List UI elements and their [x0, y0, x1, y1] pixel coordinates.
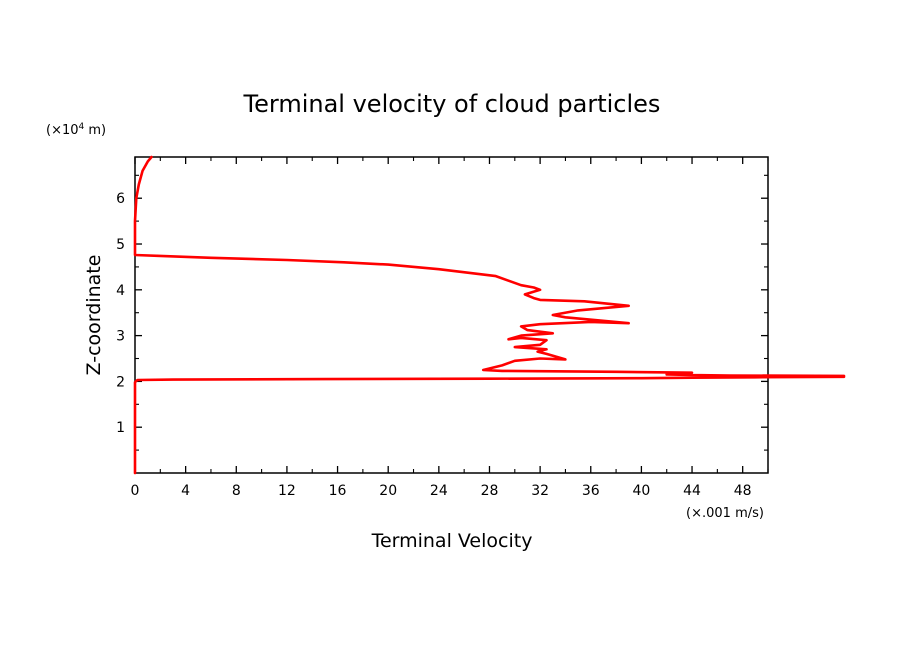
x-axis-unit: (×.001 m/s) — [686, 506, 764, 521]
series-line — [133, 155, 846, 475]
x-tick-label: 16 — [329, 483, 347, 499]
x-tick-label: 36 — [582, 483, 600, 499]
y-tick-label: 2 — [116, 374, 125, 390]
x-tick-label: 8 — [232, 483, 241, 499]
x-tick-label: 12 — [278, 483, 296, 499]
x-tick-label: 28 — [481, 483, 499, 499]
x-tick-label: 44 — [683, 483, 701, 499]
y-tick-label: 1 — [116, 420, 125, 436]
x-tick-label: 20 — [379, 483, 397, 499]
axis-ticks — [134, 157, 769, 473]
y-axis-label: Z-coordinate — [83, 255, 105, 376]
x-tick-label: 32 — [531, 483, 549, 499]
chart-title: Terminal velocity of cloud particles — [243, 90, 661, 118]
y-tick-label: 5 — [116, 237, 125, 253]
y-unit-suffix: m) — [84, 123, 106, 138]
plot-frame — [134, 156, 769, 474]
x-tick-label: 24 — [430, 483, 448, 499]
y-unit-prefix: (×10 — [46, 123, 79, 138]
x-tick-label: 40 — [632, 483, 650, 499]
y-tick-label: 3 — [116, 329, 125, 345]
y-tick-label: 6 — [116, 191, 125, 207]
y-tick-label: 4 — [116, 283, 125, 299]
series-group — [133, 155, 846, 475]
x-axis-label: Terminal Velocity — [371, 530, 533, 552]
x-tick-label: 48 — [734, 483, 752, 499]
y-unit-exponent: 4 — [79, 122, 85, 132]
x-tick-label: 4 — [181, 483, 190, 499]
x-tick-label: 0 — [131, 483, 140, 499]
y-axis-unit: (×104 m) — [46, 122, 106, 138]
